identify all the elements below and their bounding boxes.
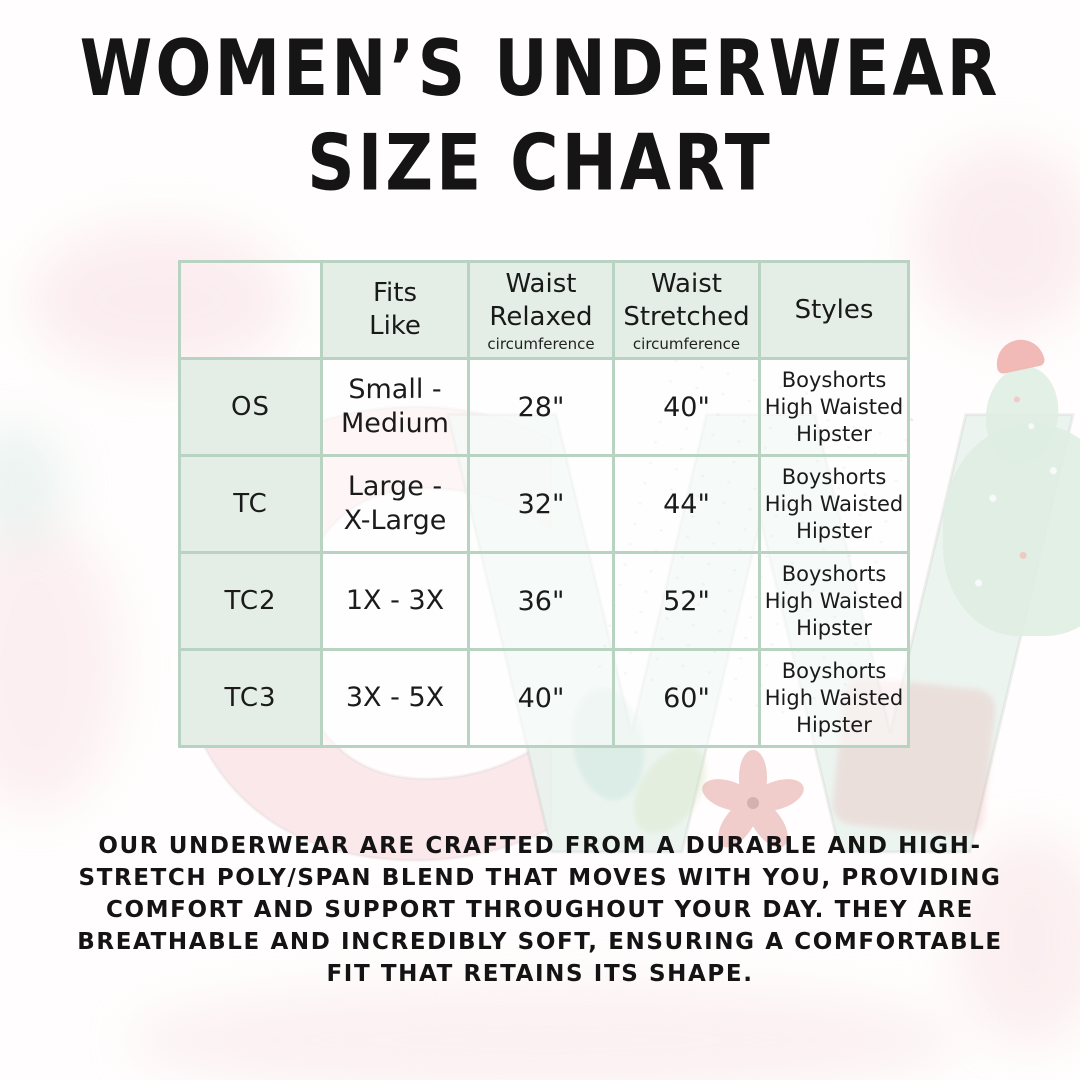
row-size-label: TC <box>178 454 323 554</box>
waist-relaxed-cell: 28" <box>467 357 615 457</box>
flower-petal <box>739 750 767 803</box>
table-header-row: Fits Like Waist Relaxed circumference Wa… <box>178 260 910 360</box>
column-header-subnote: circumference <box>487 334 595 353</box>
page-title: WOMEN’S UNDERWEAR SIZE CHART <box>0 22 1080 211</box>
column-header-waist-stretched: Waist Stretched circumference <box>612 260 761 360</box>
flower-center <box>747 797 759 809</box>
row-size-label: TC2 <box>178 551 323 651</box>
pink-wash-blob <box>0 520 120 810</box>
column-header-fits-like: Fits Like <box>320 260 470 360</box>
product-description: OUR UNDERWEAR ARE CRAFTED FROM A DURABLE… <box>77 833 1003 987</box>
table-corner-cell <box>178 260 323 360</box>
waist-stretched-cell: 60" <box>612 648 761 748</box>
table-row-tc2: TC2 1X - 3X 36" 52" Boyshorts High Waist… <box>178 551 910 651</box>
cactus-flower <box>992 335 1046 375</box>
teal-wash-blob <box>0 425 65 545</box>
waist-relaxed-cell: 36" <box>467 551 615 651</box>
styles-cell: Boyshorts High Waisted Hipster <box>758 551 910 651</box>
waist-stretched-cell: 44" <box>612 454 761 554</box>
fits-like-cell: 3X - 5X <box>320 648 470 748</box>
fits-like-cell: Small - Medium <box>320 357 470 457</box>
column-header-styles: Styles <box>758 260 910 360</box>
column-header-label: Fits Like <box>369 278 421 341</box>
column-header-waist-relaxed: Waist Relaxed circumference <box>467 260 615 360</box>
row-size-label: OS <box>178 357 323 457</box>
column-header-label: Styles <box>794 294 874 325</box>
cactus-illustration <box>943 424 1080 636</box>
row-size-label: TC3 <box>178 648 323 748</box>
column-header-subnote: circumference <box>632 334 741 353</box>
cactus-pad <box>979 361 1065 469</box>
flower-petal <box>748 773 808 817</box>
column-header-label: Waist Stretched <box>623 268 750 332</box>
waist-relaxed-cell: 40" <box>467 648 615 748</box>
styles-cell: Boyshorts High Waisted Hipster <box>758 454 910 554</box>
table-row-tc3: TC3 3X - 5X 40" 60" Boyshorts High Waist… <box>178 648 910 748</box>
waist-stretched-cell: 40" <box>612 357 761 457</box>
fits-like-cell: 1X - 3X <box>320 551 470 651</box>
flower-petal <box>698 773 758 817</box>
page-title-line1: WOMEN’S UNDERWEAR <box>79 23 1001 115</box>
waist-relaxed-cell: 32" <box>467 454 615 554</box>
table-row-tc: TC Large - X-Large 32" 44" Boyshorts Hig… <box>178 454 910 554</box>
pink-wash-blob <box>130 985 960 1080</box>
size-chart-table: Fits Like Waist Relaxed circumference Wa… <box>178 260 910 748</box>
table-row-os: OS Small - Medium 28" 40" Boyshorts High… <box>178 357 910 457</box>
styles-cell: Boyshorts High Waisted Hipster <box>758 648 910 748</box>
fits-like-cell: Large - X-Large <box>320 454 470 554</box>
styles-cell: Boyshorts High Waisted Hipster <box>758 357 910 457</box>
column-header-label: Waist Relaxed <box>489 268 593 332</box>
waist-stretched-cell: 52" <box>612 551 761 651</box>
page-title-line2: SIZE CHART <box>307 117 773 209</box>
